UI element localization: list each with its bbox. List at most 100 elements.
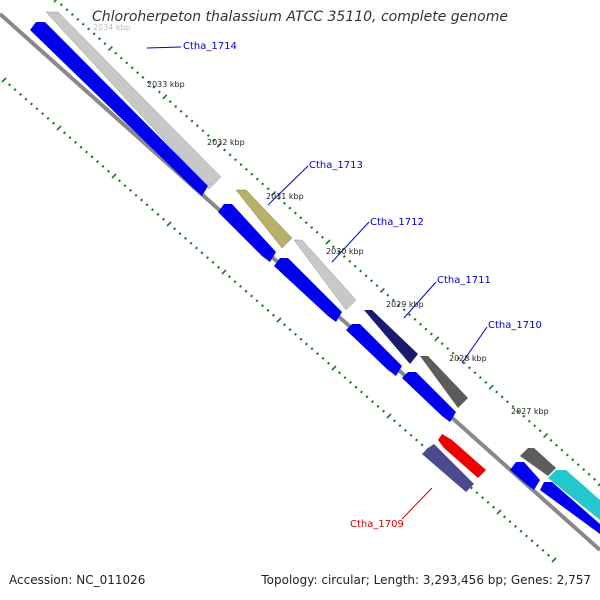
tick-mark-minor bbox=[511, 405, 515, 409]
tick-mark-minor bbox=[238, 284, 243, 288]
gene-block-dark-gray[interactable] bbox=[520, 448, 556, 476]
tick-mark-minor bbox=[189, 241, 193, 245]
gene-label[interactable]: Ctha_1714 bbox=[183, 41, 237, 52]
gene-arrow-blue[interactable] bbox=[346, 324, 402, 376]
tick-mark-minor bbox=[495, 390, 499, 394]
tick-mark-minor bbox=[261, 182, 265, 186]
tick-mark-minor bbox=[271, 313, 276, 317]
tick-mark-minor bbox=[205, 256, 210, 260]
tick-mark-minor bbox=[348, 380, 353, 384]
tick-mark-minor bbox=[288, 328, 292, 332]
gene-label[interactable]: Ctha_1711 bbox=[437, 275, 491, 286]
tick-track-inner bbox=[1, 77, 557, 563]
tick-mark-major bbox=[162, 94, 168, 100]
tick-mark-minor bbox=[429, 332, 433, 336]
tick-mark-minor bbox=[535, 544, 540, 548]
tick-mark-minor bbox=[130, 66, 134, 70]
tick-mark-minor bbox=[250, 172, 254, 176]
gene-label[interactable]: Ctha_1713 bbox=[309, 160, 363, 171]
tick-mark-minor bbox=[97, 37, 102, 41]
tick-mark-minor bbox=[560, 448, 564, 452]
tick-mark-major bbox=[166, 221, 172, 227]
tick-mark-minor bbox=[375, 284, 379, 288]
gene-block-cyan[interactable] bbox=[548, 470, 600, 520]
tick-mark-minor bbox=[172, 227, 177, 231]
tick-mark-minor bbox=[480, 496, 485, 500]
tick-mark-minor bbox=[81, 22, 85, 26]
tick-mark-minor bbox=[530, 539, 534, 543]
tick-mark-minor bbox=[533, 424, 537, 428]
gene-label[interactable]: Ctha_1709 bbox=[350, 519, 404, 530]
tick-mark-major bbox=[221, 269, 227, 275]
tick-mark-minor bbox=[136, 71, 140, 75]
tick-mark-minor bbox=[13, 88, 17, 92]
tick-mark-minor bbox=[90, 155, 94, 159]
tick-label: 2033 kbp bbox=[147, 80, 185, 89]
tick-mark-minor bbox=[500, 395, 504, 399]
gene-arrow-red[interactable] bbox=[438, 434, 486, 478]
tick-mark-minor bbox=[475, 491, 479, 495]
tick-mark-minor bbox=[233, 158, 238, 162]
tick-mark-minor bbox=[359, 269, 363, 273]
tick-mark-minor bbox=[478, 375, 482, 380]
tick-mark-minor bbox=[101, 164, 105, 168]
tick-mark-minor bbox=[484, 380, 488, 384]
tick-mark-minor bbox=[587, 472, 591, 476]
tick-mark-minor bbox=[402, 308, 406, 312]
gene-block-navy[interactable] bbox=[364, 310, 418, 364]
tick-mark-minor bbox=[413, 317, 417, 321]
tick-mark-minor bbox=[365, 395, 369, 399]
gene-label[interactable]: Ctha_1712 bbox=[370, 217, 424, 228]
gene-block-olive[interactable] bbox=[235, 189, 293, 249]
tick-mark-minor bbox=[223, 148, 227, 152]
tick-mark-minor bbox=[541, 548, 545, 552]
tick-mark-minor bbox=[239, 163, 243, 167]
tick-mark-major bbox=[216, 142, 222, 148]
tick-mark-minor bbox=[376, 404, 380, 408]
gene-block-light-gray[interactable] bbox=[293, 239, 357, 311]
gene-block-light-gray[interactable] bbox=[45, 11, 222, 190]
tick-mark-minor bbox=[576, 463, 580, 467]
tick-mark-minor bbox=[95, 160, 100, 164]
tick-mark-minor bbox=[342, 254, 346, 259]
tick-label: 2030 kbp bbox=[326, 247, 364, 256]
tick-mark-minor bbox=[84, 150, 89, 154]
tick-mark-minor bbox=[59, 3, 63, 7]
tick-mark-major bbox=[276, 317, 282, 323]
tick-mark-minor bbox=[194, 246, 199, 250]
tick-mark-minor bbox=[491, 505, 496, 509]
tick-mark-minor bbox=[446, 346, 450, 351]
tick-mark-minor bbox=[146, 80, 151, 84]
gene-label[interactable]: Ctha_1710 bbox=[488, 320, 542, 331]
tick-mark-minor bbox=[141, 75, 145, 79]
gene-block-slate[interactable] bbox=[422, 444, 474, 492]
gene-arrow-blue[interactable] bbox=[510, 462, 540, 490]
gene-arrow-blue[interactable] bbox=[274, 258, 342, 322]
gene-block-dark-gray[interactable] bbox=[420, 356, 468, 408]
tick-track-outer bbox=[53, 0, 600, 487]
leader-line bbox=[461, 326, 488, 364]
tick-mark-major bbox=[331, 365, 337, 371]
tick-mark-minor bbox=[451, 351, 455, 355]
tick-mark-minor bbox=[46, 116, 50, 120]
gene-arrow-blue[interactable] bbox=[402, 372, 456, 422]
tick-mark-minor bbox=[508, 520, 512, 524]
tick-mark-minor bbox=[211, 260, 215, 264]
gene-arrow-blue[interactable] bbox=[540, 482, 600, 534]
tick-mark-minor bbox=[117, 179, 122, 183]
tick-mark-minor bbox=[35, 107, 39, 111]
tick-mark-minor bbox=[103, 42, 107, 46]
tick-mark-minor bbox=[331, 245, 335, 249]
tick-mark-minor bbox=[216, 265, 221, 269]
tick-mark-minor bbox=[174, 104, 178, 109]
tick-mark-minor bbox=[70, 12, 74, 17]
tick-mark-minor bbox=[183, 236, 188, 240]
tick-mark-minor bbox=[161, 217, 166, 221]
gene-arrow-blue[interactable] bbox=[218, 204, 276, 262]
tick-mark-minor bbox=[337, 250, 341, 254]
gene-arrow-blue[interactable] bbox=[30, 22, 208, 196]
tick-mark-minor bbox=[418, 322, 423, 326]
tick-mark-minor bbox=[288, 206, 292, 210]
tick-mark-minor bbox=[502, 515, 507, 519]
